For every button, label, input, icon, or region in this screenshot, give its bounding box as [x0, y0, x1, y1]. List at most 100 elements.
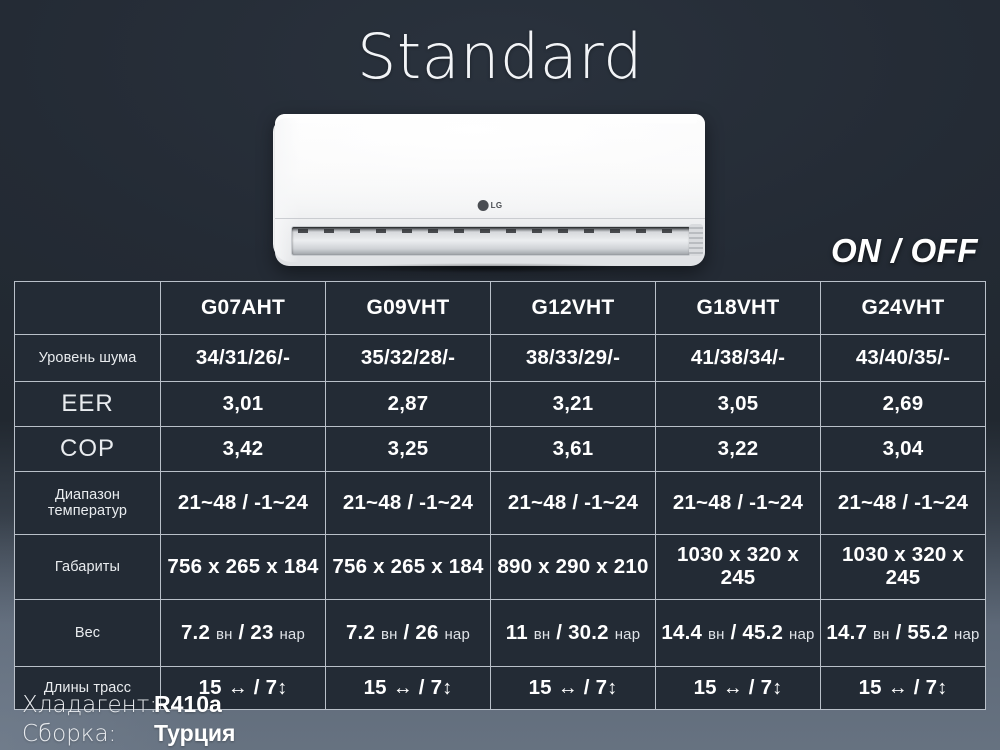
arrow-horizontal-icon: ↔ [722, 676, 743, 699]
table-cell: 21~48 / -1~24 [820, 471, 986, 535]
weight-indoor: 7.2 [180, 620, 211, 644]
route-separator: / [253, 675, 260, 699]
refrigerant-value: R410a [154, 691, 222, 717]
table-cell: 21~48 / -1~24 [160, 471, 326, 535]
assembly-label: Сборка: [22, 721, 117, 748]
weight-outdoor: 30.2 [568, 620, 609, 644]
route-vertical: 7 [925, 675, 938, 699]
table-row: Вес 7.2 вн / 23 нар 7.2 вн / 26 нар 11 вн /… [14, 599, 986, 667]
ac-body: LG [273, 114, 705, 266]
table-cell: 35/32/28/- [325, 334, 491, 382]
ac-face-sheen [275, 120, 705, 216]
table-cell: 1030 x 320 x 245 [655, 534, 821, 600]
weight-separator: / [730, 620, 737, 644]
table-cell: 756 x 265 x 184 [160, 534, 326, 600]
weight-separator: / [556, 620, 563, 644]
route-horizontal: 15 [858, 675, 882, 699]
assembly-value: Турция [154, 720, 236, 747]
table-cell: 3,61 [490, 426, 656, 472]
table-cell: 890 x 290 x 210 [490, 534, 656, 600]
weight-outdoor-unit: нар [954, 625, 980, 643]
route-vertical: 7 [430, 675, 443, 699]
table-cell: 11 вн / 30.2 нар [490, 599, 656, 667]
weight-separator: / [403, 620, 410, 644]
table-cell: 43/40/35/- [820, 334, 986, 382]
weight-indoor-unit: вн [533, 625, 551, 643]
page-title: Standard [356, 20, 644, 93]
status-badge-on-off: ON / OFF [831, 232, 978, 269]
weight-indoor: 7.2 [345, 620, 376, 644]
lg-logo-dot [477, 200, 489, 211]
row-label: Диапазон температур [14, 471, 161, 535]
ac-vent-louvers [298, 229, 684, 233]
table-cell: 38/33/29/- [490, 334, 656, 382]
ac-drop-shadow [289, 262, 691, 274]
weight-indoor: 14.7 [826, 620, 868, 644]
route-vertical: 7 [265, 675, 278, 699]
ac-side-grille [689, 224, 703, 256]
table-header-model-g09vht: G09VHT [325, 281, 491, 335]
table-cell: 7.2 вн / 26 нар [325, 599, 491, 667]
table-cell: 3,42 [160, 426, 326, 472]
route-horizontal: 15 [363, 675, 387, 699]
arrow-vertical-icon: ↕ [607, 676, 618, 699]
arrow-horizontal-icon: ↔ [557, 676, 578, 699]
ac-panel-seam [275, 218, 705, 219]
weight-indoor-unit: вн [380, 625, 398, 643]
row-label: COP [14, 426, 161, 472]
table-cell: 1030 x 320 x 245 [820, 534, 986, 600]
spec-table: G07AHT G09VHT G12VHT G18VHT G24VHT Уровень шу… [14, 281, 986, 710]
arrow-horizontal-icon: ↔ [887, 676, 908, 699]
footer-row-assembly: Сборка: Турция [22, 719, 235, 748]
weight-indoor: 11 [505, 620, 528, 644]
row-label: Уровень шума [14, 334, 161, 382]
table-header-row: G07AHT G09VHT G12VHT G18VHT G24VHT [14, 281, 986, 335]
table-cell: 14.7 вн / 55.2 нар [820, 599, 986, 667]
table-cell: 14.4 вн / 45.2 нар [655, 599, 821, 667]
table-cell: 2,87 [325, 381, 491, 427]
weight-outdoor-unit: нар [279, 625, 306, 643]
weight-indoor-unit: вн [215, 625, 233, 643]
weight-outdoor: 23 [250, 620, 274, 644]
table-cell: 756 x 265 x 184 [325, 534, 491, 600]
weight-indoor-unit: вн [708, 625, 725, 643]
table-cell: 41/38/34/- [655, 334, 821, 382]
table-header-model-g18vht: G18VHT [655, 281, 821, 335]
arrow-vertical-icon: ↕ [277, 676, 288, 699]
table-cell: 21~48 / -1~24 [325, 471, 491, 535]
table-header-model-g24vht: G24VHT [820, 281, 986, 335]
route-vertical: 7 [595, 675, 608, 699]
footer-row-refrigerant: Хладагент: R410a [22, 690, 235, 719]
weight-outdoor: 26 [415, 620, 439, 644]
table-cell: 21~48 / -1~24 [490, 471, 656, 535]
route-separator: / [418, 675, 425, 699]
table-cell: 21~48 / -1~24 [655, 471, 821, 535]
table-cell: 15 ↔ / 7↕ [325, 666, 491, 710]
arrow-vertical-icon: ↕ [442, 676, 453, 699]
arrow-vertical-icon: ↕ [937, 676, 948, 699]
weight-indoor-unit: вн [873, 625, 890, 643]
table-cell: 2,69 [820, 381, 986, 427]
table-cell: 15 ↔ / 7↕ [490, 666, 656, 710]
footer-notes: Хладагент: R410a Сборка: Турция [22, 690, 235, 748]
refrigerant-label: Хладагент: [22, 692, 158, 718]
table-cell: 3,05 [655, 381, 821, 427]
ac-air-outlet-vent [291, 226, 691, 256]
ac-top-highlight [283, 116, 697, 126]
table-cell: 15 ↔ / 7↕ [655, 666, 821, 710]
table-cell: 3,21 [490, 381, 656, 427]
route-vertical: 7 [760, 675, 773, 699]
table-cell: 34/31/26/- [160, 334, 326, 382]
weight-indoor: 14.4 [661, 620, 703, 644]
arrow-vertical-icon: ↕ [772, 676, 783, 699]
weight-outdoor-unit: нар [614, 625, 641, 643]
weight-separator: / [238, 620, 245, 644]
table-cell: 3,01 [160, 381, 326, 427]
route-separator: / [583, 675, 590, 699]
weight-outdoor-unit: нар [444, 625, 471, 643]
route-separator: / [748, 675, 755, 699]
weight-separator: / [895, 620, 902, 644]
row-label: EER [14, 381, 161, 427]
table-row: COP 3,42 3,25 3,61 3,22 3,04 [14, 426, 986, 472]
